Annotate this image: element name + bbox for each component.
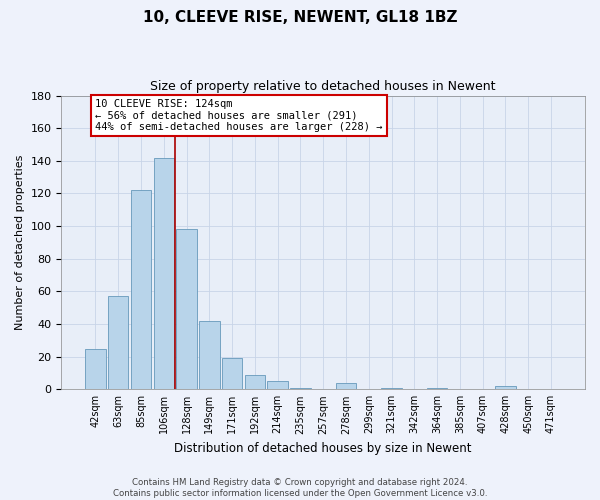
Text: 10, CLEEVE RISE, NEWENT, GL18 1BZ: 10, CLEEVE RISE, NEWENT, GL18 1BZ — [143, 10, 457, 25]
Y-axis label: Number of detached properties: Number of detached properties — [15, 154, 25, 330]
Bar — [199, 321, 220, 390]
Bar — [245, 374, 265, 390]
X-axis label: Distribution of detached houses by size in Newent: Distribution of detached houses by size … — [175, 442, 472, 455]
Text: 10 CLEEVE RISE: 124sqm
← 56% of detached houses are smaller (291)
44% of semi-de: 10 CLEEVE RISE: 124sqm ← 56% of detached… — [95, 99, 383, 132]
Bar — [427, 388, 448, 390]
Bar — [222, 358, 242, 390]
Text: Contains HM Land Registry data © Crown copyright and database right 2024.
Contai: Contains HM Land Registry data © Crown c… — [113, 478, 487, 498]
Bar — [131, 190, 151, 390]
Bar — [381, 388, 402, 390]
Bar — [176, 230, 197, 390]
Bar — [154, 158, 174, 390]
Bar — [290, 388, 311, 390]
Bar — [85, 348, 106, 390]
Bar — [108, 296, 128, 390]
Bar — [336, 383, 356, 390]
Title: Size of property relative to detached houses in Newent: Size of property relative to detached ho… — [151, 80, 496, 93]
Bar — [495, 386, 515, 390]
Bar — [268, 381, 288, 390]
